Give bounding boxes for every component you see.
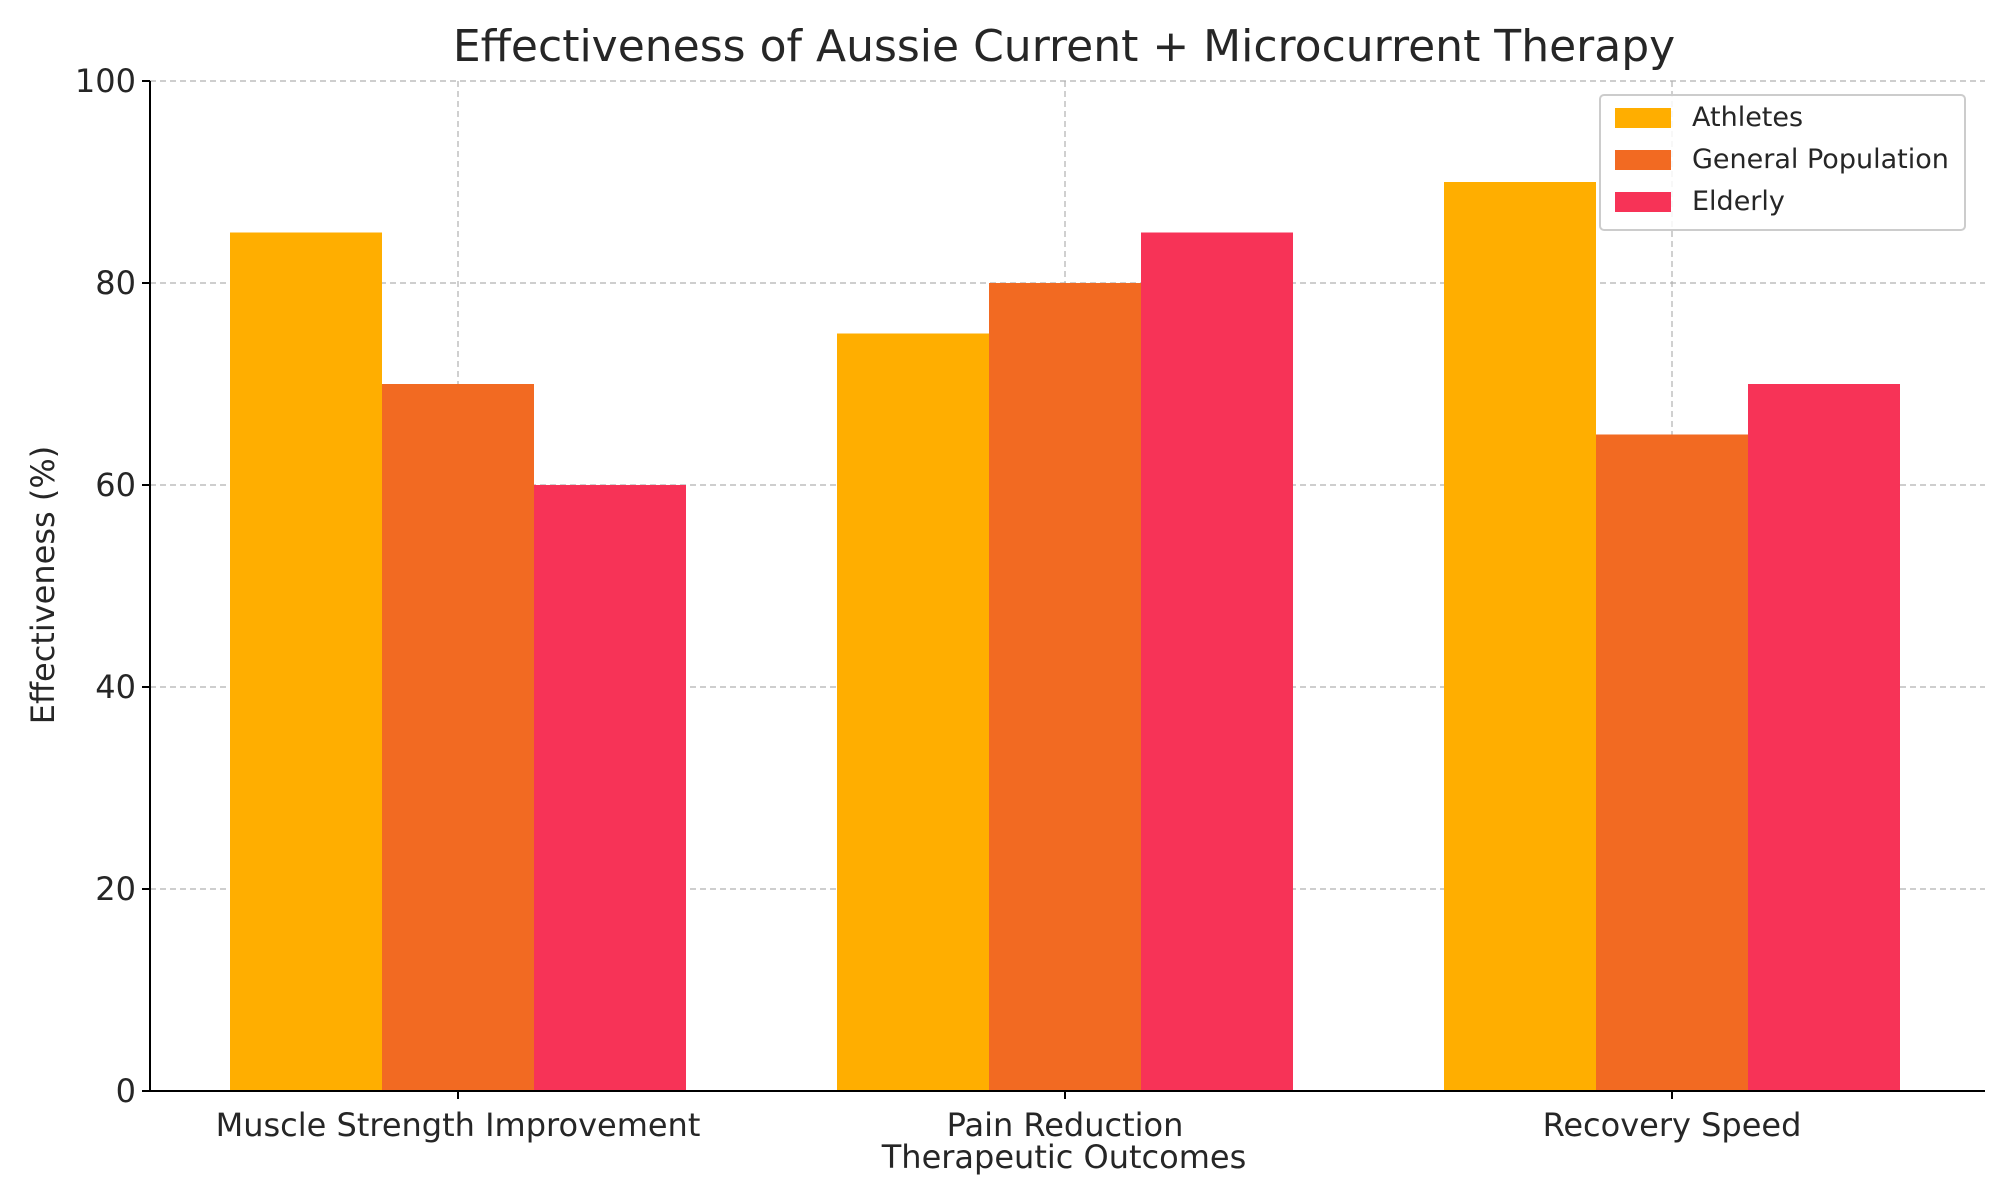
bar (989, 283, 1141, 1091)
x-tick-label: Muscle Strength Improvement (216, 1106, 701, 1144)
legend-frame (1599, 94, 1966, 231)
bar (1596, 434, 1748, 1091)
legend-label: General Population (1692, 144, 1949, 175)
legend-swatch (1615, 150, 1671, 170)
y-tick-label: 40 (95, 668, 136, 706)
y-tick-labels: 0 20 40 60 80 100 (75, 62, 136, 1110)
chart-title: Effectiveness of Aussie Current + Microc… (453, 21, 1675, 72)
bars (230, 182, 1900, 1091)
legend-label: Elderly (1692, 186, 1785, 217)
x-tick-label: Pain Reduction (947, 1106, 1184, 1144)
legend-swatch (1615, 192, 1671, 212)
bar (1444, 182, 1596, 1091)
bar (382, 384, 534, 1091)
y-tick-label: 0 (116, 1072, 136, 1110)
x-tick-labels: Muscle Strength Improvement Pain Reductio… (216, 1106, 1802, 1144)
legend-label: Athletes (1692, 102, 1803, 133)
bar (1748, 384, 1900, 1091)
bar (534, 485, 686, 1091)
y-tick-label: 60 (95, 466, 136, 504)
bar (1141, 232, 1293, 1091)
x-tick-label: Recovery Speed (1543, 1106, 1802, 1144)
y-tick-label: 80 (95, 264, 136, 302)
axes (142, 80, 1985, 1099)
bar (837, 333, 989, 1091)
y-axis-label: Effectiveness (%) (24, 446, 62, 724)
legend-swatch (1615, 108, 1671, 128)
bar (230, 232, 382, 1091)
legend: Athletes General Population Elderly (1599, 94, 1966, 231)
x-axis-label: Therapeutic Outcomes (881, 1138, 1246, 1176)
y-tick-label: 100 (75, 62, 136, 100)
y-tick-label: 20 (95, 870, 136, 908)
